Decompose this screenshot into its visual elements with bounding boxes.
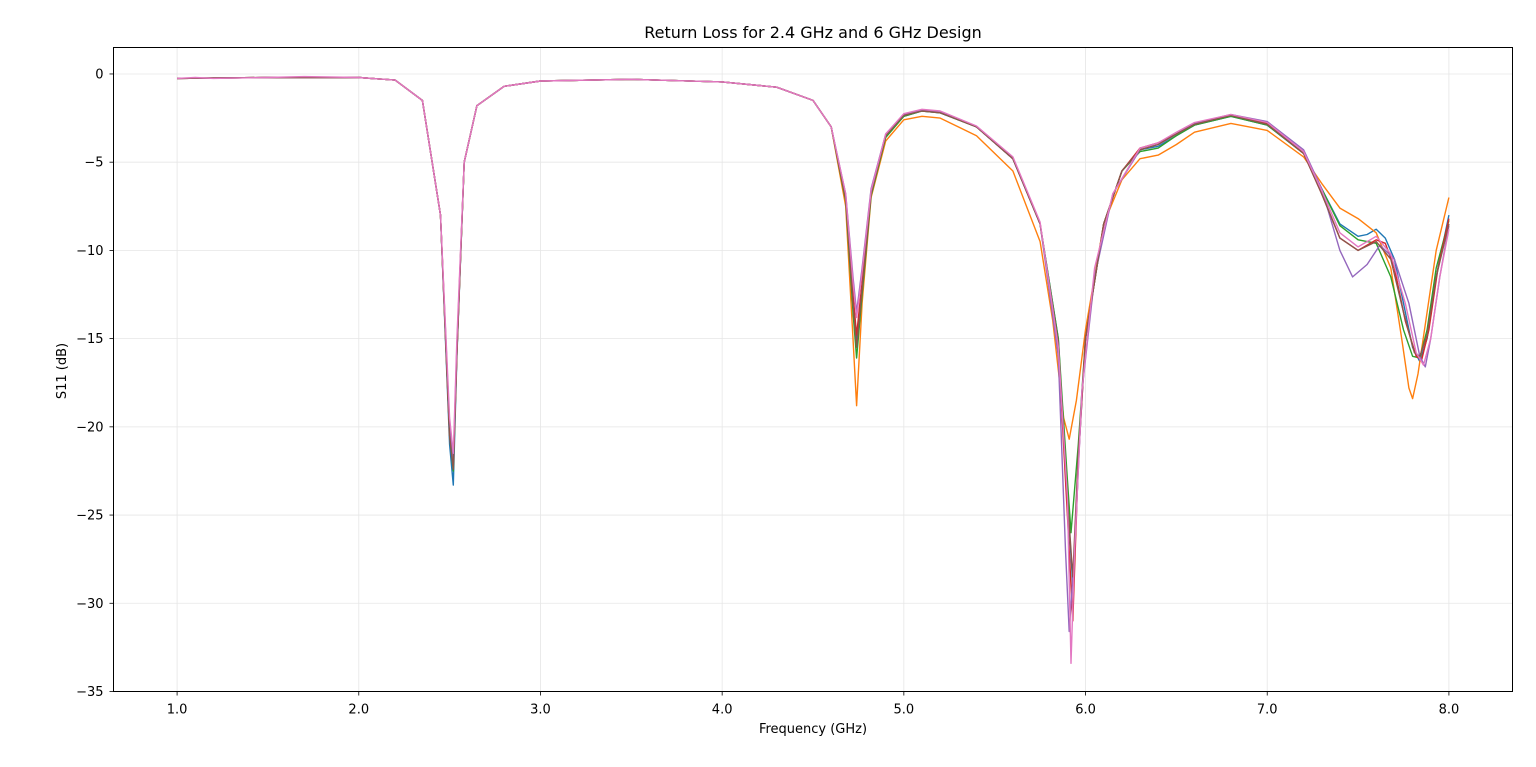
chart-title: Return Loss for 2.4 GHz and 6 GHz Design	[644, 23, 982, 42]
y-tick-label: −30	[76, 597, 103, 612]
series-line-4	[177, 76, 1450, 622]
series-line-5	[177, 76, 1450, 633]
gridlines	[113, 47, 1513, 692]
y-tick-label: −5	[84, 156, 103, 171]
y-axis-label: S11 (dB)	[55, 343, 70, 399]
x-tick-label: 7.0	[1257, 703, 1278, 718]
x-tick-label: 4.0	[712, 703, 733, 718]
y-tick-label: −25	[76, 509, 103, 524]
y-tick-label: −35	[76, 685, 103, 700]
y-tick-label: −10	[76, 244, 103, 259]
y-axis-ticks: 0 −5 −10 −15 −20 −25 −30 −35	[76, 67, 114, 700]
y-tick-label: 0	[95, 67, 103, 82]
x-axis-label: Frequency (GHz)	[759, 722, 867, 737]
x-tick-label: 5.0	[894, 703, 915, 718]
y-tick-label: −20	[76, 420, 103, 435]
series-line-2	[177, 76, 1450, 463]
x-tick-label: 8.0	[1439, 703, 1460, 718]
series-line-6	[177, 76, 1450, 578]
series-line-1	[177, 76, 1450, 587]
y-tick-label: −15	[76, 332, 103, 347]
series-lines	[177, 75, 1450, 664]
x-tick-label: 1.0	[167, 703, 188, 718]
x-tick-label: 3.0	[530, 703, 551, 718]
plot-area-frame	[113, 47, 1513, 692]
series-line-3	[177, 76, 1450, 534]
series-line-7	[177, 75, 1450, 664]
x-tick-label: 2.0	[348, 703, 369, 718]
x-axis-ticks: 1.0 2.0 3.0 4.0 5.0 6.0 7.0 8.0	[167, 691, 1460, 718]
x-tick-label: 6.0	[1075, 703, 1096, 718]
